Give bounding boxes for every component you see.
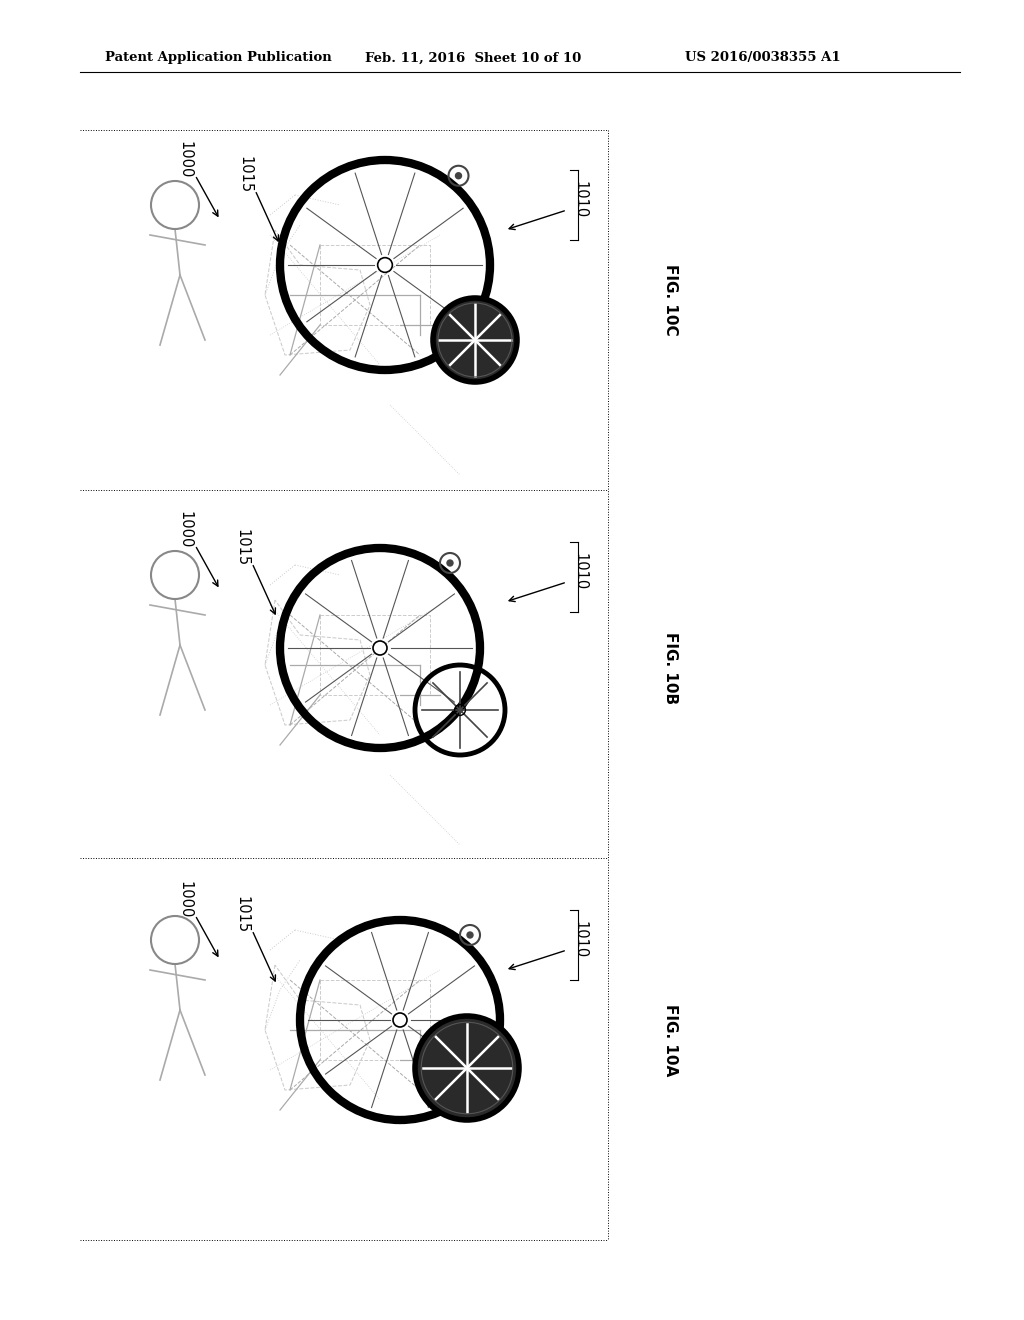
- Text: 1010: 1010: [572, 921, 588, 958]
- Text: 1010: 1010: [572, 553, 588, 590]
- Text: US 2016/0038355 A1: US 2016/0038355 A1: [685, 51, 841, 65]
- Circle shape: [467, 932, 473, 939]
- Text: 1000: 1000: [177, 882, 193, 919]
- Circle shape: [378, 257, 392, 272]
- Circle shape: [393, 1012, 407, 1027]
- Text: 1000: 1000: [177, 511, 193, 549]
- Text: FIG. 10C: FIG. 10C: [663, 264, 678, 335]
- Text: Feb. 11, 2016  Sheet 10 of 10: Feb. 11, 2016 Sheet 10 of 10: [365, 51, 582, 65]
- Text: 1015: 1015: [238, 157, 253, 194]
- Circle shape: [415, 1016, 519, 1119]
- Text: 1015: 1015: [234, 896, 250, 933]
- Text: FIG. 10A: FIG. 10A: [663, 1005, 678, 1076]
- Text: 1015: 1015: [234, 529, 250, 566]
- Text: 1010: 1010: [572, 181, 588, 219]
- Circle shape: [456, 173, 462, 178]
- Text: Patent Application Publication: Patent Application Publication: [105, 51, 332, 65]
- Circle shape: [433, 298, 517, 381]
- Circle shape: [447, 560, 453, 566]
- Text: FIG. 10B: FIG. 10B: [663, 632, 678, 704]
- Circle shape: [373, 642, 387, 655]
- Text: 1000: 1000: [177, 141, 193, 178]
